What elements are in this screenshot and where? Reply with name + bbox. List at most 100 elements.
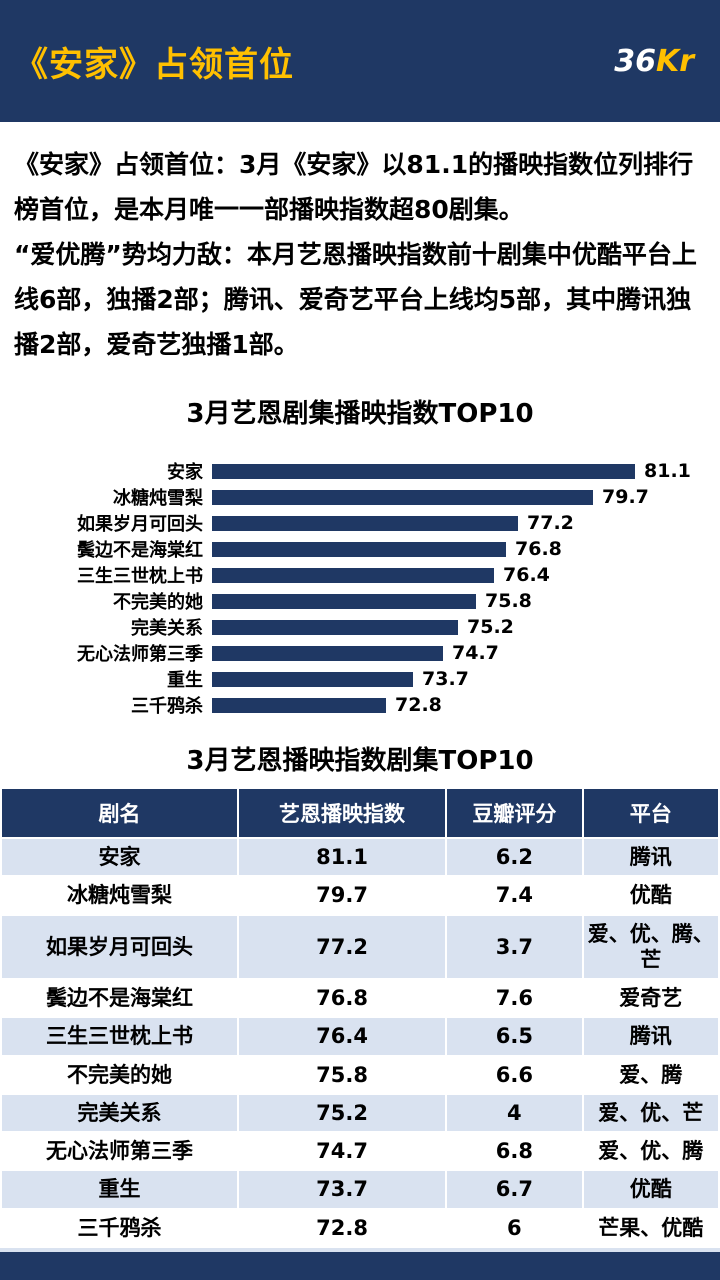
- chart-title: 3月艺恩剧集播映指数TOP10: [186, 399, 534, 429]
- page-title: 《安家》占领首位: [14, 44, 294, 85]
- chart-bar-row: 重生 73.7: [0, 666, 720, 692]
- chart-bar-row: 鬓边不是海棠红 76.8: [0, 536, 720, 562]
- table-header-name: 剧名: [0, 787, 239, 839]
- table-row: 如果岁月可回头 77.2 3.7 爱、优、腾、芒: [0, 913, 720, 980]
- table-cell-index: 77.2: [236, 913, 448, 980]
- table-title: 3月艺恩播映指数剧集TOP10: [186, 746, 534, 776]
- table-cell-name: 如果岁月可回头: [0, 913, 239, 980]
- table-cell-platform: 优酷: [581, 1169, 720, 1210]
- chart-value-label: 76.8: [515, 538, 562, 560]
- table-cell-platform: 爱、优、腾: [581, 1130, 720, 1172]
- chart-bar-row: 冰糖炖雪梨 79.7: [0, 484, 720, 510]
- chart-value-label: 79.7: [602, 486, 649, 508]
- table-body: 安家 81.1 6.2 腾讯 冰糖炖雪梨 79.7 7.4 优酷 如果岁月可回头 77.2 3.7 爱…: [0, 836, 720, 1248]
- table-cell-name: 三生三世枕上书: [0, 1016, 239, 1057]
- table-cell-name: 三千鸦杀: [0, 1207, 239, 1248]
- chart-bar-row: 完美关系 75.2: [0, 614, 720, 640]
- intro-paragraph-1: 《安家》占领首位：3月《安家》以81.1的播映指数位列排行榜首位，是本月唯一一部…: [14, 142, 706, 232]
- table-cell-name: 完美关系: [0, 1092, 239, 1134]
- intro-p1-lead: 《安家》占领首位：: [14, 150, 240, 179]
- table-cell-douban: 6: [445, 1207, 584, 1248]
- chart-bar-row: 三生三世枕上书 76.4: [0, 562, 720, 588]
- 36kr-logo-number: 36: [614, 43, 656, 79]
- chart-bar-row: 如果岁月可回头 77.2: [0, 510, 720, 536]
- chart-category-label: 无心法师第三季: [77, 644, 203, 665]
- table-cell-index: 72.8: [236, 1207, 448, 1248]
- intro-p1-rest: 3月《安家》以81.1的播映指数位列排行榜首位，是本月唯一一部播映指数超80剧集…: [14, 150, 694, 224]
- table-row: 安家 81.1 6.2 腾讯: [0, 836, 720, 878]
- table-cell-name: 不完美的她: [0, 1054, 239, 1095]
- chart-category-label: 不完美的她: [113, 592, 203, 613]
- chart-bar-row: 不完美的她 75.8: [0, 588, 720, 614]
- chart-bar: [212, 697, 386, 713]
- chart-category-label: 三生三世枕上书: [77, 566, 203, 587]
- chart-value-label: 81.1: [644, 460, 691, 482]
- chart-category-label: 安家: [167, 462, 203, 483]
- table-cell-index: 73.7: [236, 1169, 448, 1210]
- chart-bar: [212, 593, 476, 609]
- table-cell-douban: 7.6: [445, 977, 584, 1019]
- table-cell-index: 74.7: [236, 1130, 448, 1172]
- table-row: 冰糖炖雪梨 79.7 7.4 优酷: [0, 875, 720, 916]
- chart-value-label: 74.7: [452, 642, 499, 664]
- chart-bar: [212, 489, 593, 505]
- table-cell-name: 重生: [0, 1169, 239, 1210]
- chart-category-label: 冰糖炖雪梨: [113, 488, 203, 509]
- table-cell-index: 76.8: [236, 977, 448, 1019]
- table-cell-index: 76.4: [236, 1016, 448, 1057]
- chart-value-label: 73.7: [422, 668, 469, 690]
- intro-p2-lead: “爱优腾”势均力敌：: [14, 240, 247, 269]
- table-cell-platform: 腾讯: [581, 1016, 720, 1057]
- chart-bar: [212, 645, 443, 661]
- table-cell-douban: 6.8: [445, 1130, 584, 1172]
- chart-bar-row: 无心法师第三季 74.7: [0, 640, 720, 666]
- chart-bar: [212, 463, 635, 479]
- chart-bar-row: 安家 81.1: [0, 458, 720, 484]
- ranking-table: 剧名 艺恩播映指数 豆瓣评分 平台 安家 81.1 6.2 腾讯 冰糖炖雪梨 79.7 7.…: [0, 787, 720, 1248]
- chart-value-label: 77.2: [527, 512, 574, 534]
- table-cell-douban: 6.7: [445, 1169, 584, 1210]
- chart-value-label: 72.8: [395, 694, 442, 716]
- table-cell-platform: 爱、优、芒: [581, 1092, 720, 1134]
- chart-value-label: 76.4: [503, 564, 550, 586]
- table-row: 不完美的她 75.8 6.6 爱、腾: [0, 1054, 720, 1095]
- table-cell-name: 安家: [0, 836, 239, 878]
- table-cell-name: 无心法师第三季: [0, 1130, 239, 1172]
- table-header-douban: 豆瓣评分: [445, 787, 584, 839]
- chart-bar: [212, 515, 518, 531]
- table-cell-platform: 爱、优、腾、芒: [581, 913, 720, 980]
- chart-bar: [212, 567, 494, 583]
- table-cell-name: 鬓边不是海棠红: [0, 977, 239, 1019]
- bar-chart: 安家 81.1 冰糖炖雪梨 79.7 如果岁月可回头 77.2 鬓边不是海棠红 76.8 三生三…: [0, 458, 720, 718]
- chart-category-label: 三千鸦杀: [131, 696, 203, 717]
- table-cell-platform: 腾讯: [581, 836, 720, 878]
- table-row: 重生 73.7 6.7 优酷: [0, 1169, 720, 1210]
- 36kr-logo: 36Kr: [614, 44, 694, 79]
- chart-category-label: 鬓边不是海棠红: [77, 540, 203, 561]
- chart-category-label: 完美关系: [131, 618, 203, 639]
- table-cell-index: 81.1: [236, 836, 448, 878]
- 36kr-logo-kr: Kr: [655, 43, 694, 79]
- table-cell-douban: 6.6: [445, 1054, 584, 1095]
- intro-paragraph-2: “爱优腾”势均力敌：本月艺恩播映指数前十剧集中优酷平台上线6部，独播2部；腾讯、…: [14, 232, 706, 367]
- table-header-platform: 平台: [581, 787, 720, 839]
- table-header-index: 艺恩播映指数: [236, 787, 448, 839]
- chart-bar: [212, 619, 458, 635]
- chart-bar: [212, 541, 506, 557]
- table-cell-index: 75.8: [236, 1054, 448, 1095]
- table-row: 鬓边不是海棠红 76.8 7.6 爱奇艺: [0, 977, 720, 1019]
- header-banner: 《安家》占领首位 36Kr: [0, 0, 720, 122]
- table-row: 三生三世枕上书 76.4 6.5 腾讯: [0, 1016, 720, 1057]
- table-row: 无心法师第三季 74.7 6.8 爱、优、腾: [0, 1130, 720, 1172]
- table-row: 完美关系 75.2 4 爱、优、芒: [0, 1092, 720, 1134]
- table-header-row: 剧名 艺恩播映指数 豆瓣评分 平台: [0, 787, 720, 839]
- chart-category-label: 如果岁月可回头: [77, 514, 203, 535]
- intro-text: 《安家》占领首位：3月《安家》以81.1的播映指数位列排行榜首位，是本月唯一一部…: [0, 122, 720, 367]
- table-cell-index: 75.2: [236, 1092, 448, 1134]
- table-row: 三千鸦杀 72.8 6 芒果、优酷: [0, 1207, 720, 1248]
- table-cell-douban: 3.7: [445, 913, 584, 980]
- table-cell-douban: 6.2: [445, 836, 584, 878]
- table-cell-platform: 爱奇艺: [581, 977, 720, 1019]
- chart-bar-row: 三千鸦杀 72.8: [0, 692, 720, 718]
